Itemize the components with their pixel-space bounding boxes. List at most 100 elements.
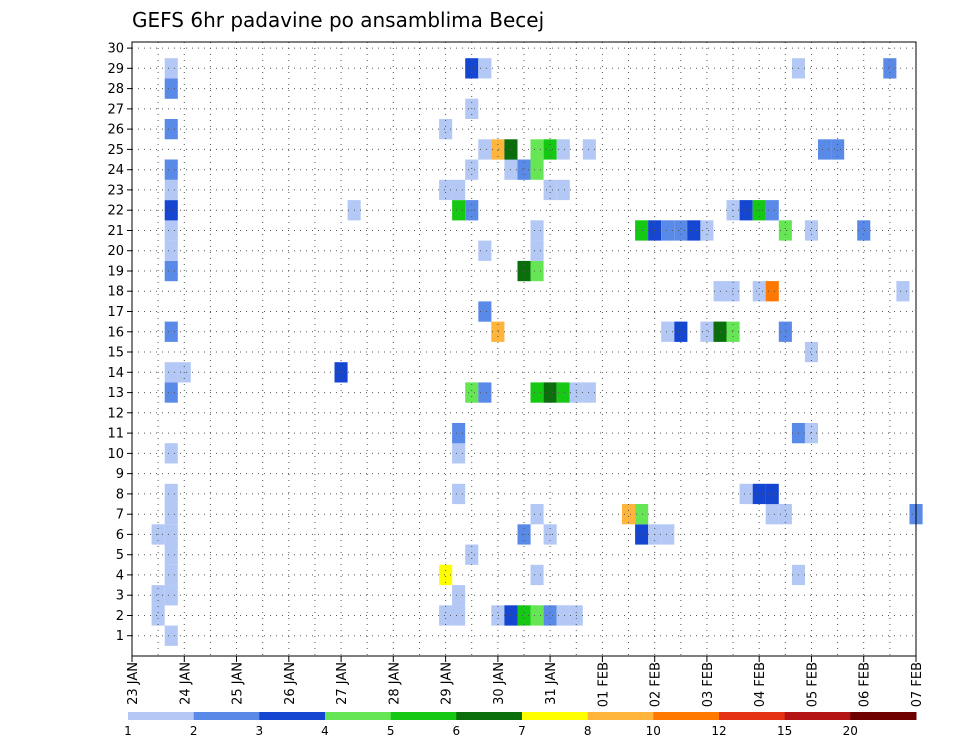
y-tick-label: 5 [116, 548, 124, 563]
heatmap-cell [164, 564, 178, 586]
heatmap-cell [804, 423, 818, 444]
heatmap-cell [452, 585, 466, 606]
heatmap-cell [164, 78, 178, 99]
heatmap-cell [164, 544, 178, 565]
colorbar-label: 6 [452, 724, 460, 738]
colorbar-swatch [325, 712, 392, 720]
heatmap-cell [739, 200, 753, 221]
y-tick-label: 24 [107, 163, 124, 178]
heatmap-cell [778, 220, 792, 241]
y-tick-label: 2 [116, 609, 124, 624]
heatmap-cell [164, 260, 178, 282]
heatmap-cell [530, 139, 544, 160]
heatmap-cell [674, 220, 688, 241]
colorbar-label: 1 [124, 724, 132, 738]
y-tick-label: 8 [116, 487, 124, 502]
y-tick-label: 23 [107, 183, 124, 198]
colorbar-swatch [456, 712, 523, 720]
heatmap-cell [164, 524, 178, 545]
colorbar-label: 10 [646, 724, 661, 738]
heatmap-cell [778, 321, 792, 342]
heatmap-cell [478, 58, 492, 79]
y-tick-label: 16 [107, 325, 124, 340]
y-tick-label: 28 [107, 82, 124, 97]
colorbar-swatch [850, 712, 917, 720]
y-tick-label: 7 [116, 508, 124, 523]
y-tick-label: 9 [116, 467, 124, 482]
colorbar: 1 2 3 4 5 6 7 8 10 12 15 20 [124, 712, 917, 738]
y-tick-label: 29 [107, 62, 124, 77]
heatmap-cell [661, 524, 675, 545]
y-tick-label: 1 [116, 629, 124, 644]
heatmap-cell [622, 504, 636, 525]
heatmap-cell [439, 179, 453, 201]
heatmap-cell [478, 139, 492, 160]
grid-lines [132, 42, 916, 656]
heatmap-cell [452, 423, 466, 444]
heatmap-cell [883, 58, 897, 79]
x-tick-label: 07 FEB [910, 662, 925, 707]
colorbar-swatch [587, 712, 654, 720]
heatmap-cell [765, 281, 779, 302]
y-tick-label: 10 [107, 447, 124, 462]
heatmap-cell [439, 119, 453, 140]
heatmap-cell [804, 220, 818, 241]
heatmap-cell [556, 382, 570, 403]
colorbar-label: 2 [190, 724, 198, 738]
heatmap-cells [151, 58, 923, 646]
y-tick-label: 18 [107, 285, 124, 300]
heatmap-cell [831, 139, 845, 160]
heatmap-cell [164, 382, 178, 403]
heatmap-cell [530, 220, 544, 241]
heatmap-cell [530, 159, 544, 180]
heatmap-cell [700, 321, 714, 342]
heatmap-cell [465, 382, 479, 403]
heatmap-cell [151, 585, 165, 606]
y-tick-label: 22 [107, 204, 124, 219]
y-tick-label: 27 [107, 102, 124, 117]
y-tick-label: 6 [116, 528, 124, 543]
y-tick-label: 3 [116, 589, 124, 604]
x-tick-label: 01 FEB [596, 662, 611, 707]
heatmap-cell [752, 483, 766, 505]
heatmap-cell [726, 281, 740, 302]
heatmap-cell [465, 544, 479, 565]
heatmap-cell [530, 605, 544, 626]
colorbar-swatch [193, 712, 260, 720]
x-tick-label: 31 JAN [544, 662, 559, 705]
colorbar-label: 20 [843, 724, 858, 738]
heatmap-cell [478, 240, 492, 261]
x-tick-label: 03 FEB [701, 662, 716, 707]
chart-title: GEFS 6hr padavine po ansamblima Becej [132, 8, 544, 32]
heatmap-cell [452, 605, 466, 626]
y-tick-label: 15 [107, 346, 124, 361]
heatmap-cell [164, 200, 178, 221]
heatmap-cell [491, 605, 505, 626]
x-tick-label: 06 FEB [858, 662, 873, 707]
y-tick-label: 17 [107, 305, 124, 320]
heatmap-cell [635, 220, 649, 241]
heatmap-cell [726, 321, 740, 342]
heatmap-cell [164, 585, 178, 606]
heatmap-cell [582, 139, 596, 160]
y-tick-label: 13 [107, 386, 124, 401]
heatmap-cell [164, 119, 178, 140]
heatmap-cell [452, 483, 466, 505]
heatmap-cell [439, 605, 453, 626]
colorbar-label: 3 [255, 724, 263, 738]
heatmap-cell [530, 240, 544, 261]
heatmap-cell [164, 159, 178, 180]
heatmap-cell [452, 443, 466, 464]
y-tick-label: 25 [107, 143, 124, 158]
heatmap-cell [164, 321, 178, 342]
y-tick-label: 19 [107, 265, 124, 280]
heatmap-cell [543, 139, 557, 160]
heatmap-cell [465, 58, 479, 79]
heatmap-cell [517, 605, 531, 626]
x-tick-label: 30 JAN [492, 662, 507, 705]
colorbar-swatch [522, 712, 589, 720]
colorbar-swatch [784, 712, 851, 720]
heatmap-cell [687, 220, 701, 241]
heatmap-cell [765, 504, 779, 525]
y-axis: 1234567891011121314151617181920212223242… [107, 42, 132, 644]
